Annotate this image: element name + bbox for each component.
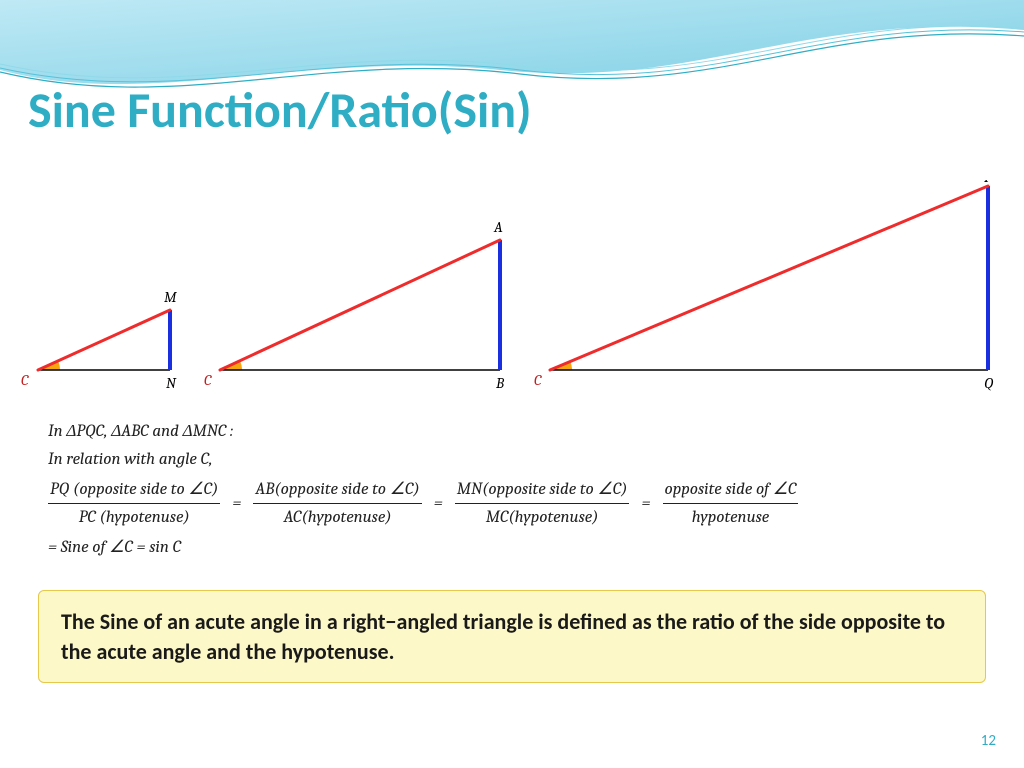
- math-line-2: In relation with angle C,: [48, 448, 968, 472]
- svg-text:C: C: [534, 371, 542, 389]
- math-line-1: In ΔPQC, ΔABC and ΔMNC :: [48, 420, 968, 444]
- svg-text:Q: Q: [984, 374, 994, 392]
- fraction-ab-ac: AB(opposite side to ∠C) AC(hypotenuse): [253, 478, 421, 531]
- page-title: Sine Function/Ratio(Sin): [28, 80, 532, 141]
- svg-text:N: N: [166, 374, 177, 392]
- fraction-general: opposite side of ∠C hypotenuse: [663, 478, 799, 531]
- page-number: 12: [981, 732, 996, 750]
- equals-sign: =: [430, 492, 447, 516]
- ratio-equation-row: PQ (opposite side to ∠C) PC (hypotenuse)…: [48, 478, 968, 531]
- triangle-diagram: C M N C A B C P Q: [20, 180, 1004, 410]
- svg-text:C: C: [204, 371, 212, 389]
- fraction-mn-mc: MN(opposite side to ∠C) MC(hypotenuse): [455, 478, 630, 531]
- sine-conclusion-line: = Sine of ∠C = sin C: [48, 536, 968, 560]
- equals-sign: =: [228, 492, 245, 516]
- fraction-pq-pc: PQ (opposite side to ∠C) PC (hypotenuse): [48, 478, 220, 531]
- svg-text:A: A: [493, 218, 503, 236]
- equals-sign: =: [637, 492, 654, 516]
- definition-callout-box: The Sine of an acute angle in a right−an…: [38, 590, 986, 683]
- math-explanation: In ΔPQC, ΔABC and ΔMNC : In relation wit…: [48, 420, 968, 560]
- svg-text:P: P: [984, 180, 993, 186]
- svg-text:C: C: [21, 371, 29, 389]
- svg-text:B: B: [495, 374, 505, 392]
- svg-text:M: M: [164, 288, 177, 306]
